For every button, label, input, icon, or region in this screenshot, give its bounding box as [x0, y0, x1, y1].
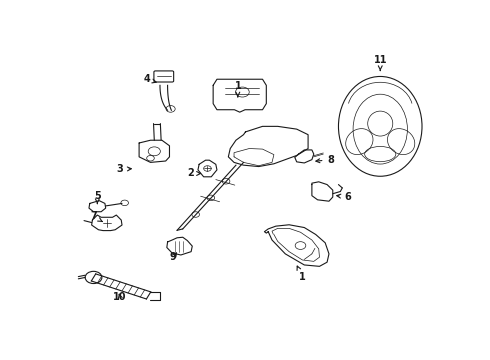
Text: 6: 6	[337, 192, 351, 202]
Text: 7: 7	[90, 211, 102, 221]
Text: 1: 1	[297, 266, 306, 283]
Text: 8: 8	[316, 155, 334, 165]
Text: 1: 1	[234, 81, 241, 97]
Text: 4: 4	[143, 74, 156, 84]
Text: 9: 9	[170, 252, 177, 262]
Text: 2: 2	[187, 168, 200, 179]
Text: 3: 3	[117, 164, 131, 174]
Text: 11: 11	[373, 55, 387, 71]
Text: 5: 5	[94, 191, 101, 203]
Text: 10: 10	[113, 292, 127, 302]
